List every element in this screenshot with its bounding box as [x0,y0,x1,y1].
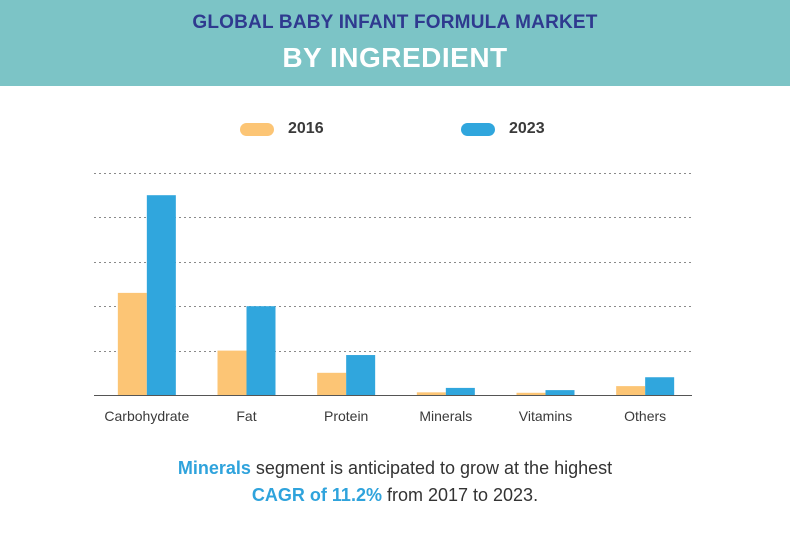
legend-swatch-2023 [461,123,495,136]
bar-minerals-2023 [445,387,475,395]
footer-text-2: from 2017 to 2023. [381,485,539,505]
header-subtitle: BY INGREDIENT [282,42,508,73]
x-tick-label: Carbohydrate [104,408,189,424]
bar-minerals-2016 [416,392,446,395]
bar-carbohydrate-2016 [117,292,147,395]
bar-others-2023 [645,377,675,395]
footer-line-1: Minerals segment is anticipated to grow … [0,455,790,482]
footer-note: Minerals segment is anticipated to grow … [0,455,790,509]
legend-label-2016: 2016 [288,120,324,137]
header-banner: GLOBAL BABY INFANT FORMULA MARKET BY ING… [0,0,790,86]
bar-carbohydrate-2023 [146,195,176,395]
footer-line-2: CAGR of 11.2% from 2017 to 2023. [0,482,790,509]
header-title: GLOBAL BABY INFANT FORMULA MARKET [192,12,598,33]
bar-protein-2016 [317,372,347,395]
footer-highlight-2: CAGR of 11.2% [251,485,382,505]
legend-swatch-2016 [240,123,274,136]
bar-vitamins-2016 [516,392,546,395]
footer-text-1: segment is anticipated to grow at the hi… [250,458,613,478]
bar-chart: Carbohydrate Fat Protein Minerals Vitamins Ot… [94,173,692,424]
footer-highlight-1: Minerals [177,458,251,478]
x-tick-label: Vitamins [519,408,572,424]
x-tick-label: Minerals [419,408,472,424]
x-tick-label: Protein [324,408,368,424]
bar-vitamins-2023 [545,390,575,395]
bar-fat-2016 [217,350,247,395]
legend-label-2023: 2023 [509,120,545,137]
bar-protein-2023 [346,355,376,395]
bar-others-2016 [616,386,646,395]
x-tick-label: Others [624,408,666,424]
bar-fat-2023 [246,306,276,395]
x-tick-label: Fat [236,408,256,424]
